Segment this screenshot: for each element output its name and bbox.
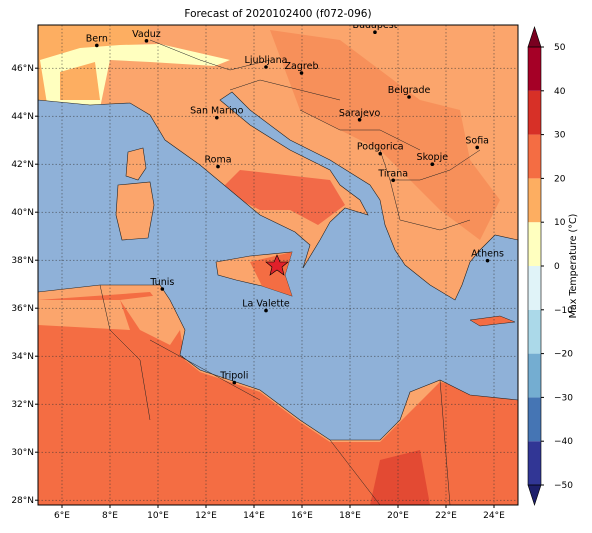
colorbar-tick-label: 40 xyxy=(554,87,566,97)
city-dot xyxy=(430,162,435,166)
y-tick-label: 32°N xyxy=(11,400,34,410)
y-tick-label: 36°N xyxy=(11,304,34,314)
x-tick-label: 14°E xyxy=(243,511,265,521)
city-dot xyxy=(485,258,490,263)
map-title: Forecast of 2020102400 (f072-096) xyxy=(184,8,371,20)
x-tick-label: 22°E xyxy=(435,511,457,521)
colorbar-level xyxy=(528,441,541,485)
y-tick-label: 40°N xyxy=(11,208,34,218)
city-label: Bern xyxy=(86,33,108,44)
colorbar-level xyxy=(528,266,541,310)
y-tick-label: 30°N xyxy=(11,448,34,458)
land-warm xyxy=(220,170,345,225)
colorbar-tick-label: 20 xyxy=(554,174,566,184)
colorbar-tick-label: 10 xyxy=(554,218,566,228)
x-tick-label: 12°E xyxy=(195,511,217,521)
colorbar-label: Max Temperature (°C) xyxy=(568,214,579,319)
map-frame xyxy=(37,24,519,506)
city-label: La Valette xyxy=(242,299,290,310)
colorbar-extend-low xyxy=(527,484,542,506)
colorbar-level xyxy=(528,222,541,266)
colorbar-tick-label: 30 xyxy=(554,131,566,141)
colorbar-tick-label: −40 xyxy=(554,437,573,447)
city-label: Tunis xyxy=(149,277,174,288)
x-tick-label: 16°E xyxy=(291,511,313,521)
city-dot xyxy=(407,95,411,99)
city-label: Budapest xyxy=(352,20,397,31)
colorbar-tick-label: 0 xyxy=(554,262,560,272)
city-label: Sarajevo xyxy=(339,108,381,119)
colorbar-tick-label: 50 xyxy=(554,43,566,53)
city-dot xyxy=(391,178,396,183)
city-dot xyxy=(475,145,480,150)
y-tick-label: 44°N xyxy=(11,112,34,122)
crete xyxy=(469,315,516,327)
land-hot xyxy=(370,450,430,505)
city-dot xyxy=(264,308,268,313)
colorbar-tick-label: −10 xyxy=(554,306,573,316)
y-tick-label: 28°N xyxy=(11,496,34,506)
city-dot xyxy=(357,118,362,122)
y-tick-label: 34°N xyxy=(11,352,34,362)
colorbar: −50 −40 −30 −20 −10 0 10 20 30 40 50 xyxy=(527,26,573,506)
colorbar-level xyxy=(528,90,541,135)
city-label: Belgrade xyxy=(388,85,431,96)
city-dot xyxy=(373,30,377,34)
colorbar-tick-label: −50 xyxy=(554,481,573,491)
x-tick-label: 24°E xyxy=(483,511,505,521)
marker-star xyxy=(265,254,289,276)
city-label: Tripoli xyxy=(219,371,248,382)
city-label: Tirana xyxy=(377,168,408,179)
borders xyxy=(99,39,481,505)
city-label: Vaduz xyxy=(132,29,161,40)
city-label: Podgorica xyxy=(357,142,404,153)
sardinia xyxy=(115,181,155,241)
y-tick-label: 46°N xyxy=(11,64,34,74)
land xyxy=(60,62,100,100)
city-label: Skopje xyxy=(417,152,449,163)
city-label: Ljubljana xyxy=(245,55,288,66)
colorbar-level xyxy=(528,353,541,398)
colorbar-level xyxy=(528,309,541,354)
x-tick-label: 8°E xyxy=(102,511,118,521)
city-label: Zagreb xyxy=(285,61,319,72)
y-tick-label: 38°N xyxy=(11,256,34,266)
y-tick-label: 42°N xyxy=(11,160,34,170)
city-dot xyxy=(232,380,237,385)
x-tick-label: 20°E xyxy=(387,511,409,521)
colorbar-extend-high xyxy=(527,26,542,48)
land xyxy=(38,300,130,330)
city-label: Roma xyxy=(204,155,231,166)
grid xyxy=(38,25,518,505)
land xyxy=(120,295,180,345)
city-label: Athens xyxy=(471,249,504,260)
x-tick-label: 6°E xyxy=(54,511,70,521)
city-dot xyxy=(378,151,383,156)
x-tick-label: 18°E xyxy=(339,511,361,521)
colorbar-tick-label: −30 xyxy=(554,393,573,403)
city-dot xyxy=(95,43,99,48)
axes: 6°E 8°E 10°E 12°E 14°E 16°E 18°E 20°E 22°E 24°E 28… xyxy=(11,64,505,521)
city-dot xyxy=(215,115,219,120)
city-dot xyxy=(144,39,149,43)
x-tick-label: 10°E xyxy=(147,511,169,521)
land-warm xyxy=(270,30,500,240)
colorbar-level xyxy=(528,178,541,223)
city-dot xyxy=(160,287,165,291)
city-dot xyxy=(216,164,220,169)
city-label: Sofia xyxy=(465,135,489,146)
city-dot xyxy=(264,65,268,69)
colorbar-level xyxy=(528,134,541,179)
colorbar-level xyxy=(528,47,541,91)
colorbar-tick-label: −20 xyxy=(554,350,573,360)
colorbar-level xyxy=(528,397,541,442)
land-warm xyxy=(38,292,518,505)
city-label: San Marino xyxy=(190,106,243,117)
city-dot xyxy=(299,71,304,75)
